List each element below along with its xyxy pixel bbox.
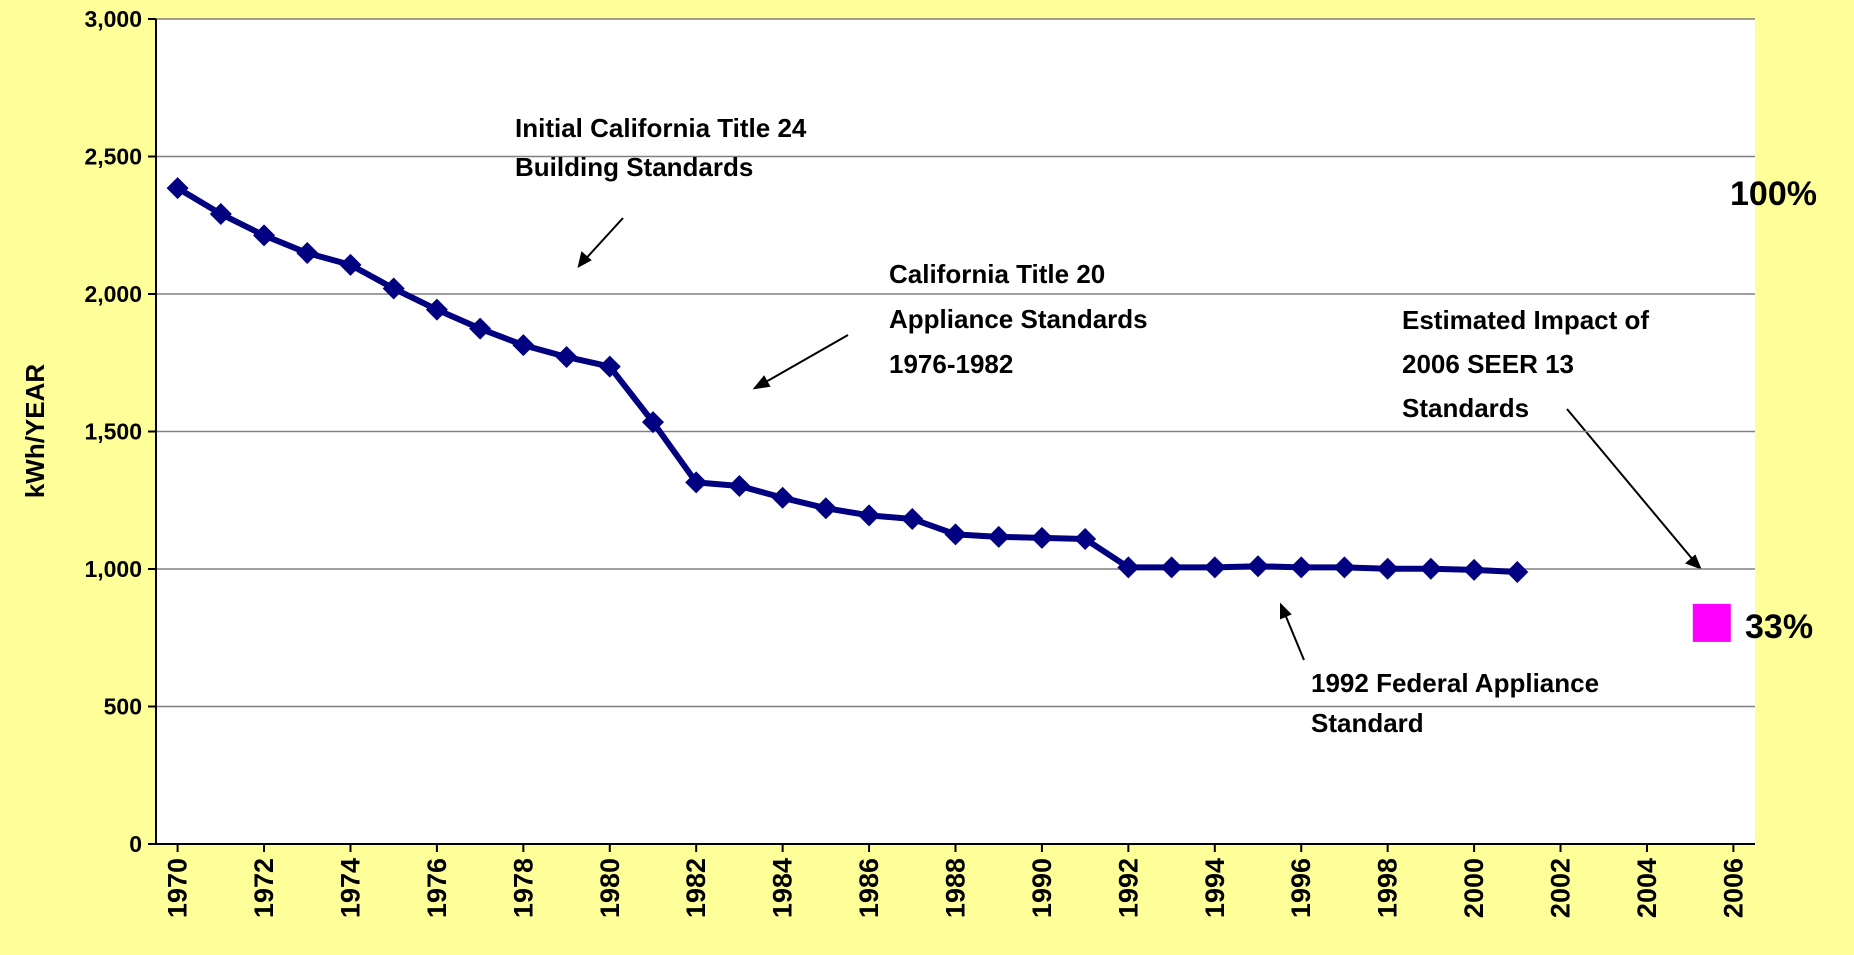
x-tick-label: 1986: [854, 858, 884, 918]
marker: [858, 504, 881, 527]
x-tick-label: 2000: [1459, 858, 1489, 918]
marker: [339, 253, 362, 276]
x-tick-label: 1976: [422, 858, 452, 918]
y-tick-label: 1,500: [84, 419, 142, 445]
annotation: 33%: [1745, 608, 1813, 646]
arrow-head: [752, 375, 771, 390]
marker: [771, 486, 794, 509]
marker: [901, 507, 924, 530]
x-tick-label: 1982: [681, 858, 711, 918]
y-axis-label: kWh/YEAR: [20, 364, 50, 499]
marker: [728, 474, 751, 497]
y-tick-label: 1,000: [84, 556, 142, 582]
arrows: [577, 217, 1702, 661]
marker: [1074, 528, 1097, 551]
x-tick-label: 2004: [1632, 858, 1662, 918]
marker: [555, 345, 578, 368]
annotation: Building Standards: [515, 152, 753, 182]
marker: [166, 177, 189, 200]
annotation: Initial California Title 24: [515, 113, 807, 143]
annotation: California Title 20: [889, 259, 1105, 289]
marker: [512, 334, 535, 357]
x-tick-label: 1996: [1286, 858, 1316, 918]
y-tick-label: 2,500: [84, 144, 142, 170]
annotation: 1976-1982: [889, 349, 1013, 379]
y-tick-label: 3,000: [84, 6, 142, 32]
x-tick-label: 2002: [1546, 858, 1576, 918]
annotation: Standards: [1402, 393, 1529, 423]
marker: [1203, 556, 1226, 579]
marker: [209, 202, 232, 225]
annotation: Appliance Standards: [889, 304, 1148, 334]
arrow: [756, 334, 849, 388]
marker: [1419, 557, 1442, 580]
marker: [814, 497, 837, 520]
marker: [1463, 558, 1486, 581]
marker: [1376, 557, 1399, 580]
marker: [1506, 561, 1529, 584]
arrow-head: [1280, 602, 1292, 620]
marker: [944, 523, 967, 546]
y-tick-label: 2,000: [84, 281, 142, 307]
y-tick-label: 500: [104, 694, 142, 720]
marker: [425, 298, 448, 321]
annotation: Estimated Impact of: [1402, 305, 1649, 335]
marker: [1333, 556, 1356, 579]
marker: [641, 411, 664, 434]
marker: [1290, 556, 1313, 579]
annotation: 100%: [1730, 175, 1817, 213]
arrow: [580, 217, 624, 265]
marker: [469, 317, 492, 340]
marker: [382, 277, 405, 300]
x-tick-label: 1988: [941, 858, 971, 918]
annotation: Standard: [1311, 708, 1424, 738]
annotation: 2006 SEER 13: [1402, 349, 1574, 379]
arrow-head: [1685, 554, 1702, 570]
marker: [1160, 556, 1183, 579]
x-tick-label: 1994: [1200, 858, 1230, 918]
x-tick-label: 1970: [163, 858, 193, 918]
x-tick-label: 1992: [1113, 858, 1143, 918]
arrow: [1566, 408, 1700, 568]
marker: [1117, 556, 1140, 579]
marker: [1247, 555, 1270, 578]
x-tick-label: 1990: [1027, 858, 1057, 918]
x-tick-label: 1972: [249, 858, 279, 918]
marker: [1030, 526, 1053, 549]
marker: [685, 471, 708, 494]
y-tick-label: 0: [129, 831, 142, 857]
x-tick-label: 1998: [1373, 858, 1403, 918]
annotation: 1992 Federal Appliance: [1311, 668, 1599, 698]
x-tick-label: 1974: [335, 858, 365, 918]
marker: [987, 525, 1010, 548]
x-tick-label: 2006: [1718, 858, 1748, 918]
x-tick-label: 1984: [768, 858, 798, 918]
x-tick-label: 1978: [508, 858, 538, 918]
x-tick-label: 1980: [595, 858, 625, 918]
marker: [296, 242, 319, 265]
marker: [253, 224, 276, 247]
arrow-head: [577, 251, 592, 268]
marker: [1692, 603, 1731, 642]
marker: [598, 355, 621, 378]
